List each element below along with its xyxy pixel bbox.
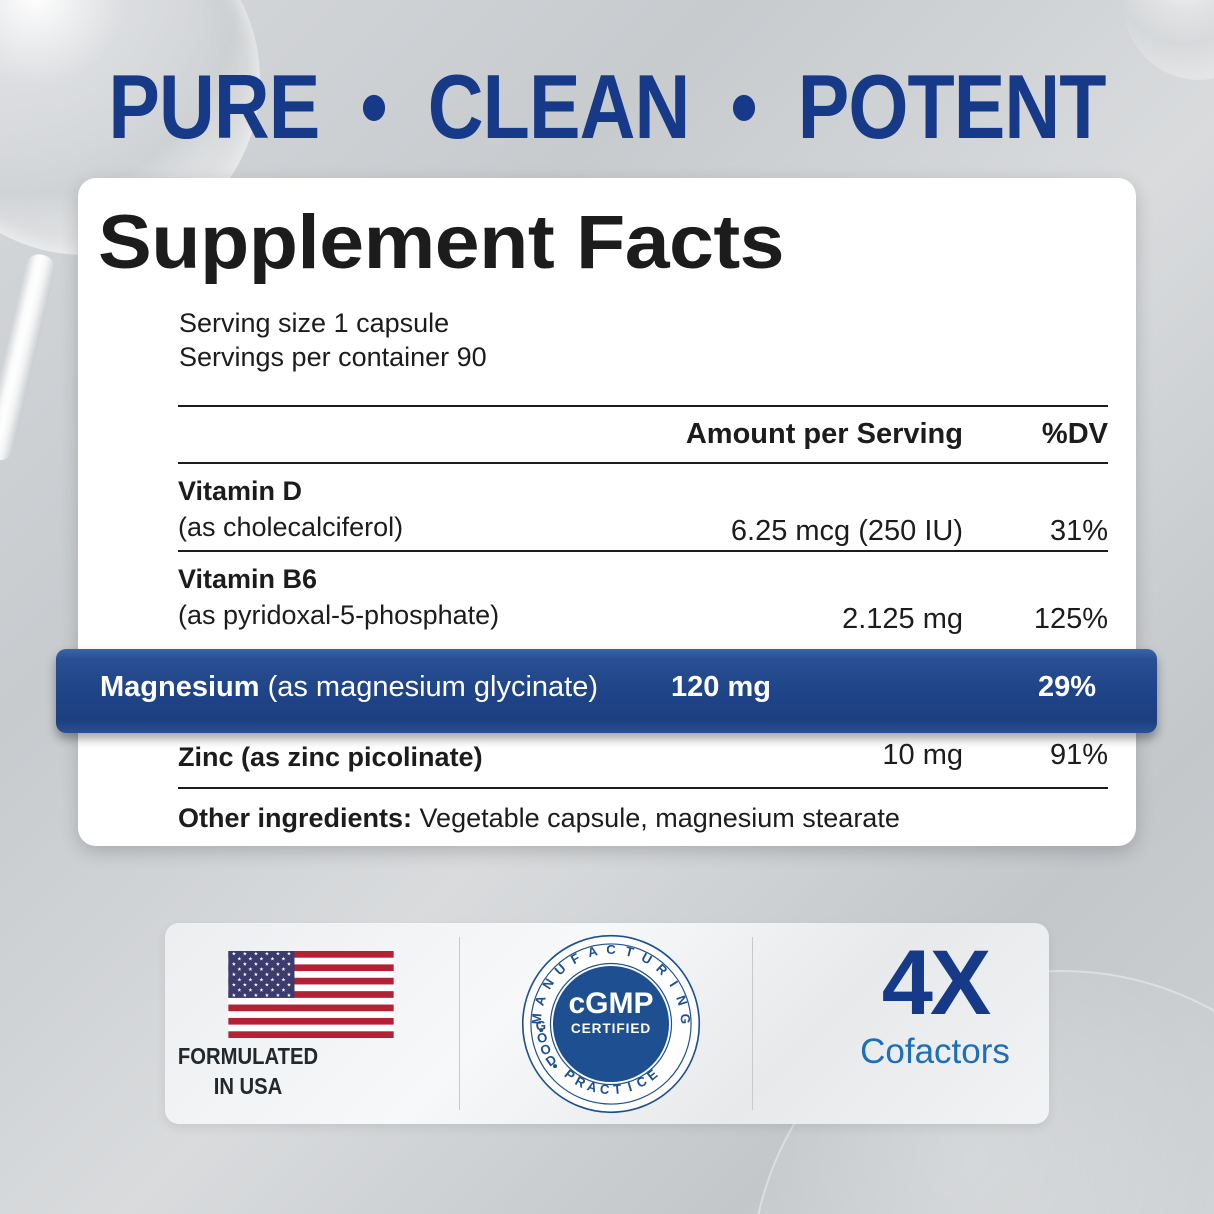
svg-text:C: C (599, 1081, 610, 1097)
svg-text:G: G (678, 1013, 694, 1024)
svg-text:C: C (606, 942, 616, 957)
svg-text:cGMP: cGMP (568, 987, 653, 1020)
svg-text:T: T (613, 1081, 622, 1097)
svg-text:CERTIFIED: CERTIFIED (571, 1021, 651, 1036)
